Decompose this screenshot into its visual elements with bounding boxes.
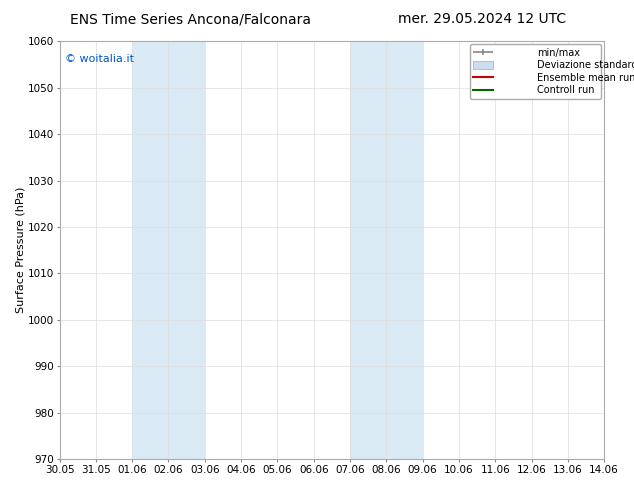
Text: © woitalia.it: © woitalia.it (65, 53, 134, 64)
Bar (132, 41, 205, 460)
Legend: min/max, Deviazione standard, Ensemble mean run, Controll run: min/max, Deviazione standard, Ensemble m… (470, 44, 601, 99)
Text: ENS Time Series Ancona/Falconara: ENS Time Series Ancona/Falconara (70, 12, 311, 26)
Text: mer. 29.05.2024 12 UTC: mer. 29.05.2024 12 UTC (398, 12, 566, 26)
Y-axis label: Surface Pressure (hPa): Surface Pressure (hPa) (15, 187, 25, 314)
Bar (350, 41, 423, 460)
